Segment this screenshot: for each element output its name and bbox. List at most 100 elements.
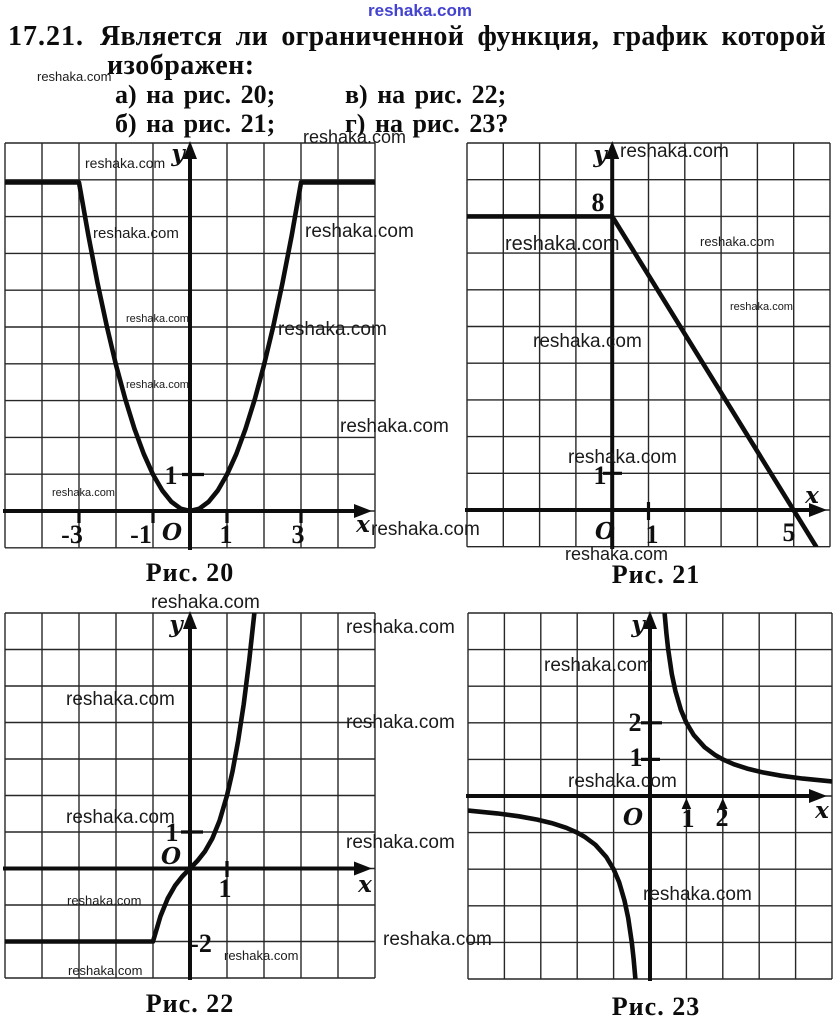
watermark: reshaka.com <box>85 155 166 171</box>
tick-label-x1: 1 <box>220 520 233 549</box>
tick-label-xm1: -1 <box>130 520 152 549</box>
x1-marker-arrow-icon <box>681 798 692 809</box>
x-axis-arrow-icon <box>354 861 372 876</box>
watermark: reshaka.com <box>224 948 299 963</box>
tick-label-x1: 1 <box>646 520 659 549</box>
curve-fig23-left-branch <box>468 808 638 979</box>
tick-label-y8: 8 <box>592 188 605 217</box>
tick-label-x5: 5 <box>783 518 796 547</box>
watermark: reshaka.com <box>371 519 480 540</box>
y-axis-arrow-icon <box>643 611 657 629</box>
labels-fig20: y x -3 -1 O 1 3 1 <box>61 140 370 549</box>
curve-fig22 <box>5 613 257 944</box>
watermark: reshaka.com <box>533 331 642 352</box>
watermark: reshaka.com <box>93 225 179 242</box>
brand-watermark: reshaka.com <box>368 1 472 20</box>
figure-20-caption: Рис. 20 <box>145 558 235 587</box>
problem-statement-line2: изображен: <box>107 50 255 81</box>
figure-22-plot: y 1 O 1 -2 x <box>3 611 376 980</box>
figure-21-plot: y 8 1 O 1 5 x <box>465 141 831 549</box>
watermark: reshaka.com <box>303 127 407 147</box>
watermark: reshaka.com <box>346 617 455 638</box>
origin-label: O <box>161 843 181 870</box>
y-axis-label: y <box>592 141 608 168</box>
watermark: reshaka.com <box>620 141 729 162</box>
watermark: reshaka.com <box>37 69 112 84</box>
y-axis-arrow-icon <box>183 611 197 629</box>
watermark: reshaka.com <box>151 592 260 613</box>
watermark: reshaka.com <box>66 689 175 710</box>
figure-21-caption: Рис. 21 <box>611 560 701 589</box>
origin-label: O <box>595 518 615 545</box>
watermark: reshaka.com <box>346 712 455 733</box>
curve-fig20 <box>5 180 375 514</box>
axes-fig21 <box>465 141 827 549</box>
problem-number: 17.21. <box>8 21 84 52</box>
x-axis-label: x <box>357 871 372 898</box>
origin-label: O <box>623 804 643 831</box>
tick-label-x3: 3 <box>292 520 305 549</box>
x-axis-arrow-icon <box>809 503 827 517</box>
tick-label-x1: 1 <box>682 804 695 833</box>
tick-label-xm3: -3 <box>61 520 83 549</box>
y-axis-label: y <box>170 140 186 167</box>
watermark: reshaka.com <box>700 234 775 249</box>
tick-label-y1: 1 <box>165 461 178 490</box>
statement-text: Является ли ограниченной функция, график… <box>100 21 827 52</box>
watermark: reshaka.com <box>544 655 653 676</box>
tick-label-ym2: -2 <box>190 929 212 958</box>
list-item-g: г) на рис. 23? <box>345 109 509 138</box>
watermark: reshaka.com <box>505 233 620 255</box>
list-item-b: б) на рис. 21; <box>115 109 276 138</box>
tick-label-y1: 1 <box>594 461 607 490</box>
watermark: reshaka.com <box>340 416 449 437</box>
x-axis-label: x <box>814 797 829 824</box>
watermark: reshaka.com <box>383 929 492 950</box>
list-item-v: в) на рис. 22; <box>345 80 507 109</box>
watermark: reshaka.com <box>565 544 669 564</box>
watermark: reshaka.com <box>568 447 677 468</box>
axes-fig22 <box>3 611 372 980</box>
watermark: reshaka.com <box>730 301 793 313</box>
watermark: reshaka.com <box>346 832 455 853</box>
problem-statement-line1: 17.21. Является ли ограниченной функция, … <box>8 21 826 53</box>
list-item-a: а) на рис. 20; <box>115 80 276 109</box>
watermark: reshaka.com <box>126 313 189 325</box>
watermark: reshaka.com <box>66 807 175 828</box>
figure-20-plot: y x -3 -1 O 1 3 1 <box>3 140 376 550</box>
labels-fig23: y 2 1 O 1 2 x <box>623 611 829 833</box>
figure-22-caption: Рис. 22 <box>145 989 235 1018</box>
figure-23-plot: y 2 1 O 1 2 x <box>466 611 833 981</box>
origin-label: O <box>162 519 182 546</box>
x-axis-arrow-icon <box>354 504 372 518</box>
x-axis-label: x <box>355 511 370 538</box>
curve-fig21 <box>467 214 819 547</box>
watermark: reshaka.com <box>52 487 115 499</box>
tick-label-x2: 2 <box>716 803 729 832</box>
watermark: reshaka.com <box>305 221 414 242</box>
tick-label-y2: 2 <box>629 708 642 737</box>
watermark: reshaka.com <box>643 884 752 905</box>
watermark: reshaka.com <box>568 771 677 792</box>
tick-label-y1: 1 <box>166 818 179 847</box>
y-axis-arrow-icon <box>183 141 197 159</box>
figure-23-caption: Рис. 23 <box>611 992 701 1021</box>
tick-label-x1: 1 <box>219 874 232 903</box>
x-axis-arrow-icon <box>809 789 827 803</box>
watermark: reshaka.com <box>278 319 387 340</box>
x2-marker-arrow-icon <box>718 798 728 809</box>
x-axis-label: x <box>804 482 819 509</box>
labels-fig21: y 8 1 O 1 5 x <box>592 141 820 549</box>
watermark: reshaka.com <box>126 379 189 391</box>
labels-fig22: y 1 O 1 -2 x <box>161 611 372 958</box>
tick-label-y1: 1 <box>630 743 643 772</box>
y-axis-label: y <box>630 611 646 638</box>
y-axis-label: y <box>168 611 184 638</box>
curve-fig23-right-branch <box>662 613 832 784</box>
watermark: reshaka.com <box>68 963 143 978</box>
y-axis-arrow-icon <box>605 141 620 159</box>
axes-fig23 <box>466 611 827 981</box>
watermark: reshaka.com <box>67 893 142 908</box>
grid-fig21 <box>466 142 831 548</box>
